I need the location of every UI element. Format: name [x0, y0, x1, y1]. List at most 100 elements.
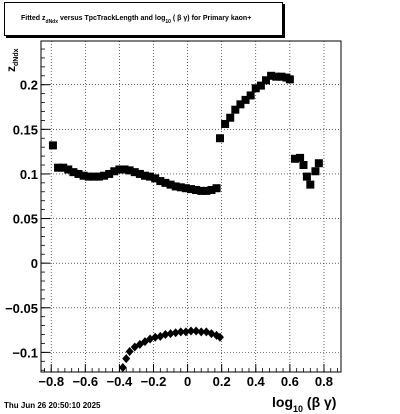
square-marker [140, 171, 149, 180]
square-marker [285, 75, 294, 84]
square-marker [272, 72, 281, 81]
diamond-marker [181, 327, 190, 337]
square-marker [262, 76, 270, 85]
diamond-marker [118, 363, 127, 373]
title-log-sub: 10 [165, 19, 171, 25]
square-marker [166, 180, 175, 189]
square-marker [296, 153, 305, 162]
x-tick-label: −0.8 [38, 374, 64, 389]
square-marker [54, 163, 63, 172]
square-marker [290, 154, 299, 163]
square-marker [187, 185, 195, 194]
x-tick-label: 0.2 [213, 374, 231, 389]
diamond-marker [125, 346, 134, 356]
square-marker [241, 95, 250, 104]
square-marker [100, 171, 109, 180]
square-marker [197, 186, 206, 195]
y-axis-ticks: −0.1 −0.05 0 0.05 0.1 0.15 0.2 [5, 48, 50, 371]
square-marker [69, 168, 78, 177]
title-z: z [42, 15, 46, 22]
x-tick-label: 0.6 [281, 374, 299, 389]
title-box: Fitted zdNdx versus TpcTrackLength and l… [4, 2, 283, 36]
square-marker [302, 172, 311, 181]
x-axis-label-main: log [272, 394, 293, 410]
diamond-marker [151, 332, 160, 342]
chart-title: Fitted zdNdx versus TpcTrackLength and l… [21, 15, 252, 25]
diamond-marker [187, 326, 195, 336]
square-marker [277, 72, 286, 81]
square-marker [79, 171, 88, 180]
square-marker [156, 177, 165, 186]
diamond-marker [122, 354, 131, 364]
plot-frame [40, 40, 342, 373]
square-marker [115, 165, 124, 174]
square-marker [146, 172, 155, 181]
square-marker [192, 185, 201, 194]
square-marker [226, 113, 235, 122]
square-marker [212, 184, 221, 193]
square-marker [181, 184, 190, 193]
square-marker [176, 183, 185, 192]
square-marker [171, 182, 180, 191]
x-tick-label: −0.4 [107, 374, 133, 389]
square-marker [110, 167, 119, 176]
x-tick-label: −0.2 [141, 374, 167, 389]
square-marker [267, 71, 276, 80]
square-marker [202, 186, 211, 195]
square-marker [120, 165, 129, 174]
x-axis-ticks: −0.8 −0.6 −0.4 −0.2 0 0.2 0.4 0.6 0.8 [38, 364, 338, 389]
square-marker [151, 174, 160, 183]
y-tick-label: 0.2 [20, 78, 38, 93]
square-marker [311, 167, 320, 176]
square-marker [221, 119, 230, 128]
square-marker [125, 166, 134, 175]
y-tick-label: −0.1 [12, 345, 38, 360]
square-marker [84, 172, 93, 181]
data-markers [48, 71, 323, 373]
square-marker [161, 178, 170, 187]
x-tick-label: 0.8 [315, 374, 333, 389]
y-axis-label-main: z [4, 66, 18, 72]
square-marker [130, 168, 139, 177]
diamond-marker [171, 328, 180, 338]
square-marker [251, 84, 260, 93]
x-tick-label: 0.4 [247, 374, 266, 389]
diamond-marker [166, 329, 175, 339]
square-marker [74, 169, 83, 178]
square-marker [299, 161, 308, 170]
title-post: ( β γ) for Primary kaon+ [172, 15, 252, 22]
title-mid: versus TpcTrackLength and log [59, 15, 166, 22]
square-marker [314, 159, 323, 168]
diamond-marker [176, 327, 185, 337]
x-tick-label: 0 [184, 374, 191, 389]
title-z-sub: dNdx [45, 19, 59, 25]
square-marker [105, 169, 114, 178]
y-tick-label: 0.05 [13, 212, 38, 227]
square-marker [215, 134, 224, 143]
y-tick-label: −0.05 [5, 301, 38, 316]
diamond-marker [215, 332, 224, 342]
y-tick-label: 0.1 [20, 167, 38, 182]
grid-lines [41, 41, 341, 372]
y-tick-label: 0.15 [13, 122, 38, 137]
y-axis-label-sub: dNdx [13, 48, 20, 67]
square-marker [89, 172, 98, 181]
square-marker [207, 185, 216, 194]
square-marker [231, 105, 240, 114]
square-marker [64, 165, 73, 174]
timestamp-footer: Thu Jun 26 20:50:10 2025 [4, 401, 101, 410]
square-marker [246, 91, 255, 100]
square-marker [48, 141, 57, 150]
y-tick-label: 0 [31, 256, 38, 271]
x-axis-label: log10 (β γ) [272, 394, 337, 414]
x-axis-label-post: (β γ) [306, 394, 337, 410]
square-marker [135, 169, 144, 178]
title-pre: Fitted [21, 15, 41, 22]
diamond-marker [197, 327, 206, 337]
square-marker [306, 180, 315, 189]
x-axis-label-sub: 10 [293, 404, 304, 414]
x-tick-label: −0.6 [72, 374, 98, 389]
square-marker [256, 81, 265, 90]
square-marker [236, 100, 245, 109]
